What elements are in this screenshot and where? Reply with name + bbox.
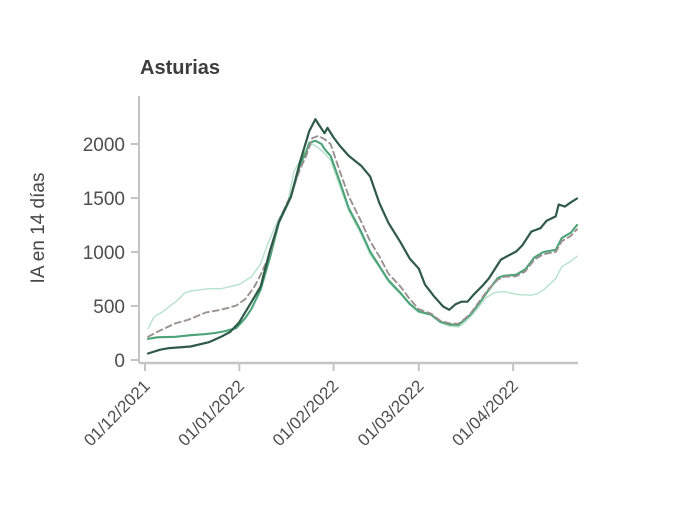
dark-green-line [146,118,579,355]
x-tick-label: 01/03/2022 [354,376,428,450]
y-axis: 0 500 1000 1500 2000 [83,96,140,372]
x-tick-label: 01/12/2021 [80,376,154,450]
x-axis: 01/12/2021 01/01/2022 01/02/2022 01/03/2022… [80,361,578,450]
y-tick-label: 0 [114,351,125,372]
plot-lines [146,118,579,355]
dashed-gray-line [147,134,578,338]
y-tick-label: 1500 [83,189,125,210]
x-tick-label: 01/02/2022 [269,376,343,450]
y-tick-label: 1000 [83,243,125,264]
y-tick-label: 500 [93,297,125,318]
x-tick-label: 01/04/2022 [448,376,522,450]
x-tick-label: 01/01/2022 [175,376,249,450]
chart-title: Asturias [140,57,220,79]
medium-green-line [146,139,579,340]
light-green-line [147,143,578,330]
y-axis-label: IA en 14 días [28,173,49,284]
y-tick-label: 2000 [83,135,125,156]
